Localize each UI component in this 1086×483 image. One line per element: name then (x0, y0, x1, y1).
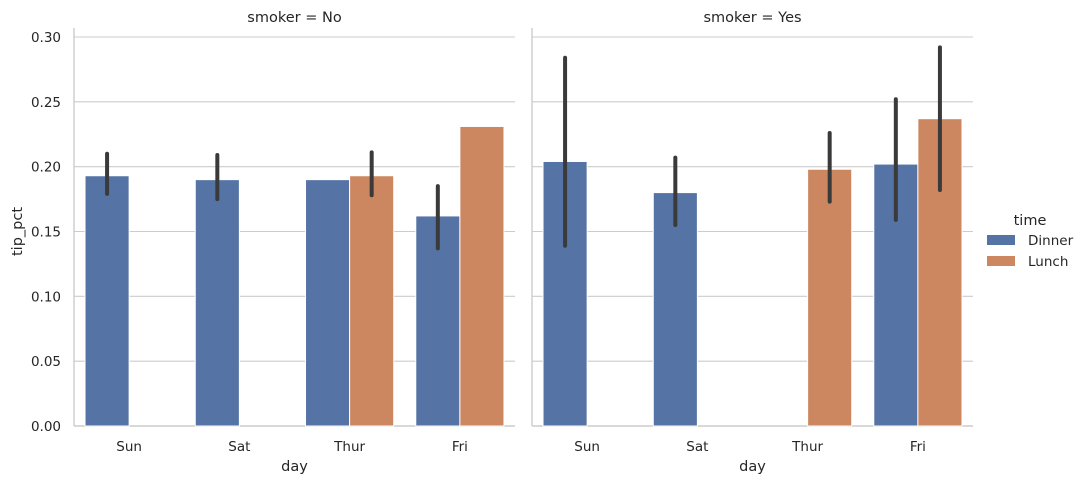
y-tick-label: 0.25 (31, 95, 61, 111)
panel-title: smoker = Yes (703, 10, 801, 26)
x-tick-label: Fri (910, 439, 926, 455)
x-tick-label: Thur (791, 439, 823, 455)
bar-lunch-thur (807, 168, 853, 427)
x-axis-label: day (739, 459, 766, 475)
y-tick-label: 0.00 (31, 419, 61, 435)
y-tick-label: 0.30 (31, 30, 61, 46)
bar-dinner-sat (652, 192, 698, 427)
x-tick-label: Sat (228, 439, 250, 455)
y-tick-label: 0.20 (31, 160, 61, 176)
y-tick-label: 0.05 (31, 354, 61, 370)
legend: time Dinner Lunch (987, 213, 1074, 270)
y-tick-label: 0.10 (31, 289, 61, 305)
legend-label-dinner: Dinner (1028, 233, 1074, 249)
legend-swatch-dinner (987, 235, 1015, 245)
legend-label-lunch: Lunch (1028, 254, 1068, 270)
legend-swatch-lunch (987, 256, 1015, 266)
bar-lunch-thur (349, 175, 395, 427)
x-tick-label: Thur (333, 439, 365, 455)
bar-dinner-thur (305, 179, 351, 427)
x-tick-label: Sun (116, 439, 142, 455)
bar-dinner-sun (84, 175, 130, 427)
x-tick-label: Sun (574, 439, 600, 455)
bar-lunch-fri (459, 125, 505, 427)
x-axis-label: day (281, 459, 308, 475)
facet-panel-1: 0.00 0.05 0.10 0.15 0.20 0.25 0.30 Sun Sat Thur Fr… (10, 10, 515, 475)
bars (542, 45, 963, 427)
y-tick-label: 0.15 (31, 225, 61, 241)
facet-panel-2: Sun Sat Thur Fri smoker = Yes day (531, 10, 973, 475)
x-tick-label: Sat (686, 439, 708, 455)
y-axis-label: tip_pct (10, 207, 26, 256)
x-tick-label: Fri (452, 439, 468, 455)
panel-title: smoker = No (247, 10, 342, 26)
bars (84, 125, 505, 427)
legend-title: time (1014, 213, 1047, 229)
bar-dinner-sat (194, 179, 240, 427)
